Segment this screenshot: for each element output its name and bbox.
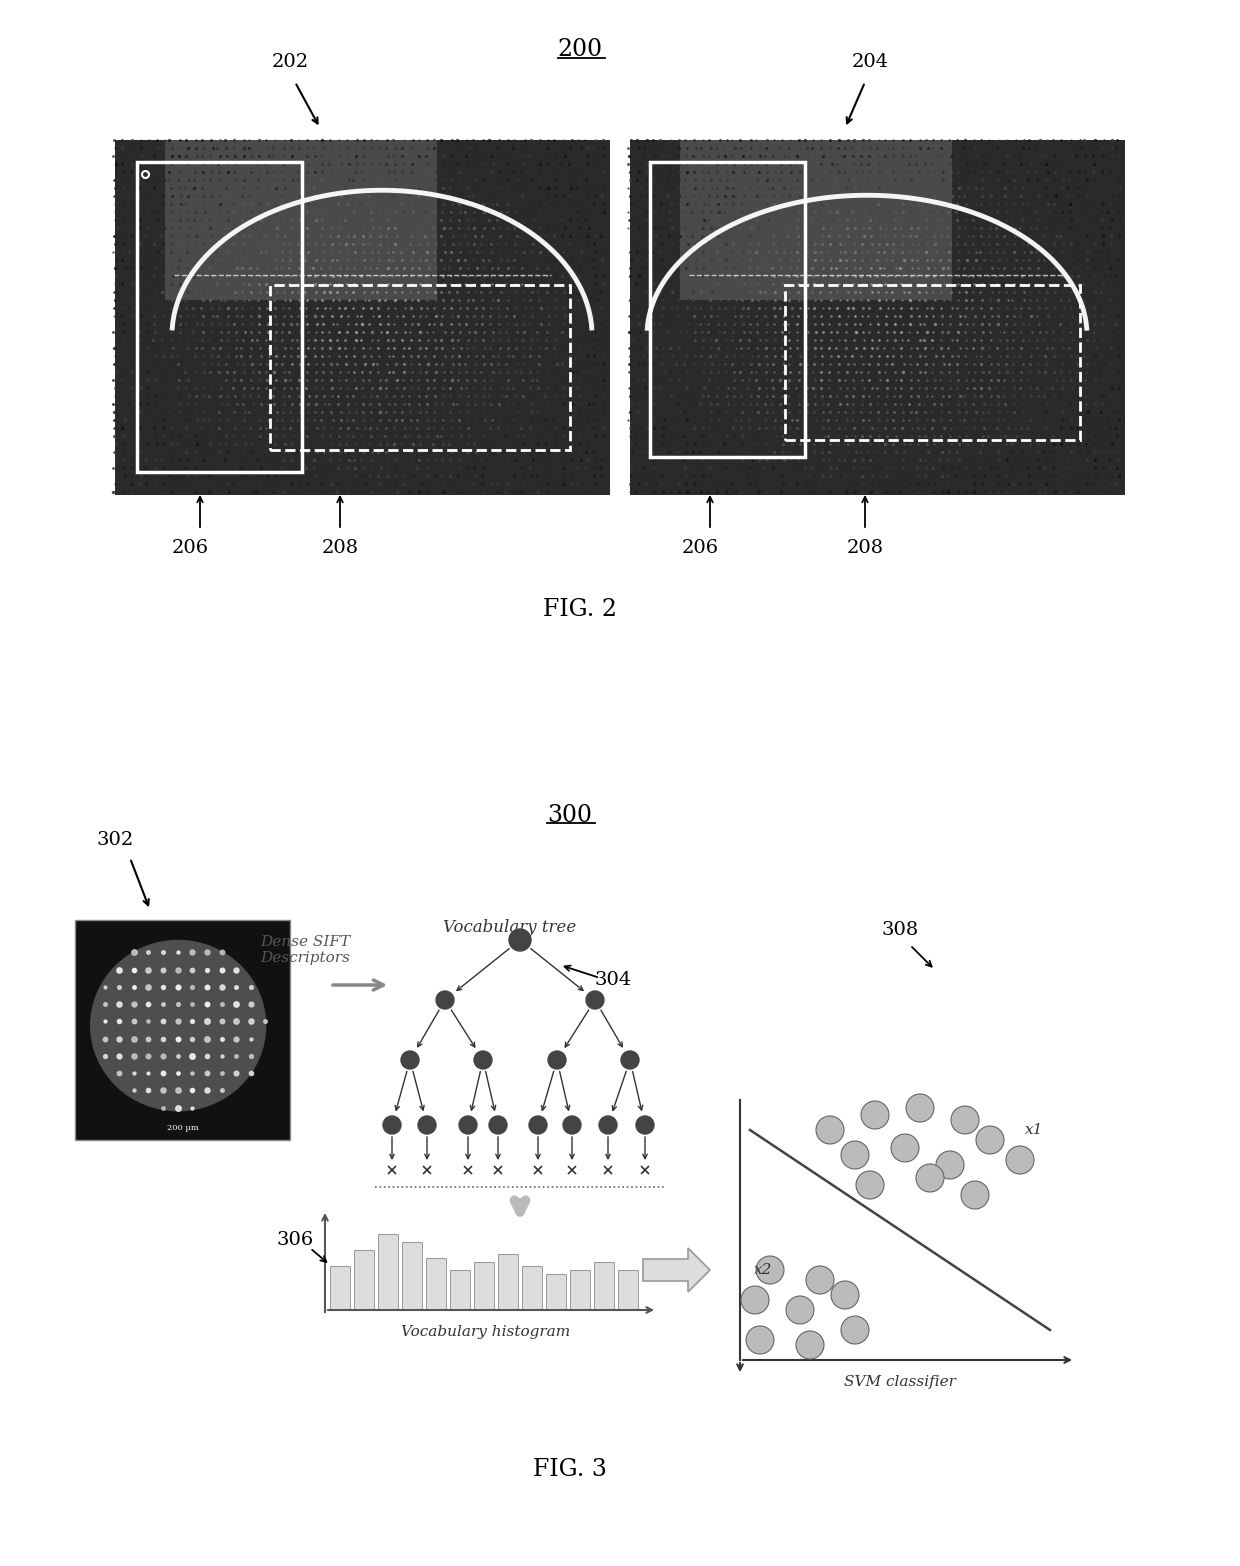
Circle shape xyxy=(936,1151,963,1179)
Bar xyxy=(136,161,303,471)
Bar xyxy=(570,1270,590,1311)
Bar xyxy=(270,285,570,449)
Bar xyxy=(680,139,952,299)
Circle shape xyxy=(756,1256,784,1284)
Circle shape xyxy=(401,1051,419,1070)
Bar xyxy=(630,139,1125,495)
Circle shape xyxy=(976,1126,1004,1154)
Bar xyxy=(650,161,805,457)
Circle shape xyxy=(529,1117,547,1134)
Text: 200: 200 xyxy=(558,39,603,61)
Bar xyxy=(498,1254,518,1311)
Bar xyxy=(378,1234,398,1311)
Bar xyxy=(546,1275,565,1311)
Circle shape xyxy=(786,1297,813,1323)
Circle shape xyxy=(636,1117,653,1134)
Circle shape xyxy=(599,1117,618,1134)
Circle shape xyxy=(841,1142,869,1168)
Circle shape xyxy=(587,991,604,1009)
Text: x2: x2 xyxy=(754,1264,773,1276)
Circle shape xyxy=(418,1117,436,1134)
Circle shape xyxy=(856,1171,884,1200)
Circle shape xyxy=(474,1051,492,1070)
Circle shape xyxy=(796,1331,825,1359)
Bar xyxy=(618,1270,639,1311)
Bar xyxy=(353,1250,374,1311)
Text: 302: 302 xyxy=(97,832,134,849)
Text: 204: 204 xyxy=(852,53,889,70)
Bar xyxy=(474,1262,494,1311)
Text: Vocabulary tree: Vocabulary tree xyxy=(444,919,577,936)
Bar xyxy=(450,1270,470,1311)
Bar xyxy=(427,1257,446,1311)
Circle shape xyxy=(383,1117,401,1134)
Bar xyxy=(74,919,290,1140)
Circle shape xyxy=(906,1095,934,1121)
Polygon shape xyxy=(644,1248,711,1292)
Bar xyxy=(402,1242,422,1311)
Circle shape xyxy=(742,1286,769,1314)
Circle shape xyxy=(563,1117,582,1134)
Text: 208: 208 xyxy=(847,539,884,557)
Text: 308: 308 xyxy=(882,921,919,940)
Bar xyxy=(330,1265,350,1311)
Text: Dense SIFT
Descriptors: Dense SIFT Descriptors xyxy=(260,935,350,965)
Text: 206: 206 xyxy=(682,539,718,557)
Text: 300: 300 xyxy=(548,803,593,827)
Text: 206: 206 xyxy=(171,539,208,557)
Circle shape xyxy=(861,1101,889,1129)
Circle shape xyxy=(459,1117,477,1134)
Text: 304: 304 xyxy=(594,971,631,990)
Circle shape xyxy=(951,1106,980,1134)
Circle shape xyxy=(841,1315,869,1344)
Text: FIG. 3: FIG. 3 xyxy=(533,1458,606,1481)
Circle shape xyxy=(816,1117,844,1145)
Text: SVM classifier: SVM classifier xyxy=(844,1375,956,1389)
Circle shape xyxy=(961,1181,990,1209)
Text: 306: 306 xyxy=(277,1231,314,1250)
Circle shape xyxy=(892,1134,919,1162)
Ellipse shape xyxy=(91,940,267,1112)
Text: FIG. 2: FIG. 2 xyxy=(543,598,618,622)
Text: x1: x1 xyxy=(1025,1123,1043,1137)
Circle shape xyxy=(508,929,531,951)
Text: Vocabulary histogram: Vocabulary histogram xyxy=(402,1325,570,1339)
Bar xyxy=(165,139,436,299)
Bar xyxy=(522,1265,542,1311)
Circle shape xyxy=(1006,1146,1034,1174)
Circle shape xyxy=(916,1164,944,1192)
Text: 200 µm: 200 µm xyxy=(166,1124,198,1132)
Text: 202: 202 xyxy=(272,53,309,70)
Circle shape xyxy=(436,991,454,1009)
Bar xyxy=(594,1262,614,1311)
Circle shape xyxy=(806,1265,835,1294)
Circle shape xyxy=(548,1051,565,1070)
Circle shape xyxy=(746,1326,774,1355)
Text: 208: 208 xyxy=(321,539,358,557)
Circle shape xyxy=(831,1281,859,1309)
Bar xyxy=(785,285,1080,440)
Circle shape xyxy=(489,1117,507,1134)
Circle shape xyxy=(621,1051,639,1070)
Bar xyxy=(115,139,610,495)
